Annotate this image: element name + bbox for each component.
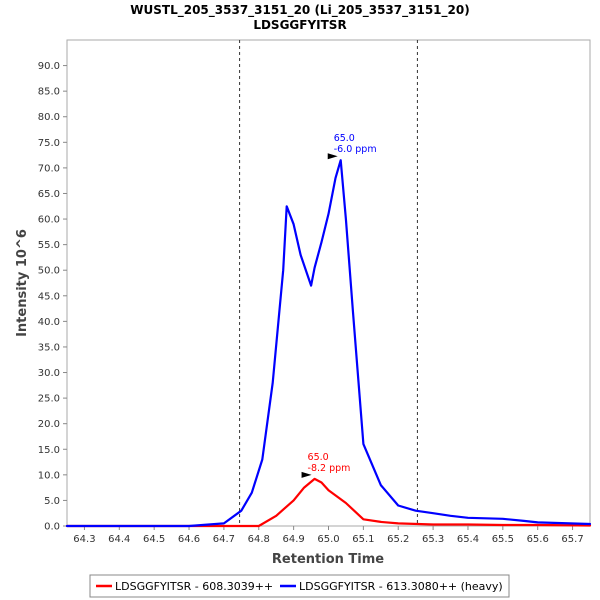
y-axis-title: Intensity 10^6 xyxy=(15,229,30,337)
x-axis: 64.3 64.4 64.5 64.6 64.7 64.8 64.9 65.0 65.1 65.2… xyxy=(73,526,584,545)
x-tick-label: 64.5 xyxy=(143,534,165,545)
integration-boundaries xyxy=(239,40,418,526)
y-tick-label: 30.0 xyxy=(38,368,60,379)
x-tick-label: 65.2 xyxy=(387,534,409,545)
x-tick-label: 65.6 xyxy=(527,534,549,545)
x-axis-title: Retention Time xyxy=(272,552,384,567)
legend-box xyxy=(89,574,510,598)
peak-label-ppm: -8.2 ppm xyxy=(308,463,351,474)
y-tick-label: 50.0 xyxy=(38,266,60,277)
y-tick-label: 35.0 xyxy=(38,342,60,353)
series-layer xyxy=(65,159,592,528)
peak-label-ppm: -6.0 ppm xyxy=(334,144,377,155)
peak-label-rt: 65.0 xyxy=(308,452,329,463)
peak-marker xyxy=(301,471,312,478)
plot-area xyxy=(66,39,591,527)
chart-title: WUSTL_205_3537_3151_20 (Li_205_3537_3151… xyxy=(130,3,469,18)
y-tick-label: 80.0 xyxy=(38,112,60,123)
y-tick-label: 85.0 xyxy=(38,87,60,98)
legend-label-light: LDSGGFYITSR - 608.3039++ xyxy=(115,580,273,593)
peak-marker xyxy=(327,153,338,160)
y-tick-label: 10.0 xyxy=(38,470,60,481)
x-tick-label: 64.4 xyxy=(108,534,130,545)
x-tick-label: 65.4 xyxy=(457,534,479,545)
legend: LDSGGFYITSR - 608.3039++ LDSGGFYITSR - 6… xyxy=(89,574,510,598)
x-tick-label: 65.1 xyxy=(352,534,374,545)
series-line-light xyxy=(65,477,592,528)
x-tick-label: 65.0 xyxy=(317,534,339,545)
y-tick-label: 55.0 xyxy=(38,240,60,251)
y-tick-label: 45.0 xyxy=(38,291,60,302)
y-tick-label: 40.0 xyxy=(38,317,60,328)
chart-subtitle: LDSGGFYITSR xyxy=(253,18,346,32)
x-tick-label: 64.9 xyxy=(283,534,305,545)
y-tick-label: 20.0 xyxy=(38,419,60,430)
x-tick-label: 64.7 xyxy=(213,534,235,545)
y-tick-label: 70.0 xyxy=(38,163,60,174)
y-tick-label: 65.0 xyxy=(38,189,60,200)
series-line-heavy xyxy=(65,159,592,528)
x-tick-label: 64.6 xyxy=(178,534,200,545)
y-tick-label: 25.0 xyxy=(38,394,60,405)
y-tick-label: 5.0 xyxy=(44,496,60,507)
y-tick-label: 15.0 xyxy=(38,445,60,456)
legend-label-heavy: LDSGGFYITSR - 613.3080++ (heavy) xyxy=(299,580,503,593)
x-tick-label: 65.5 xyxy=(492,534,514,545)
x-tick-label: 65.7 xyxy=(561,534,583,545)
x-tick-label: 64.3 xyxy=(73,534,95,545)
y-tick-label: 90.0 xyxy=(38,61,60,72)
x-tick-label: 65.3 xyxy=(422,534,444,545)
y-tick-label: 75.0 xyxy=(38,138,60,149)
y-tick-label: 0.0 xyxy=(44,522,60,533)
y-axis: 0.0 5.0 10.0 15.0 20.0 25.0 30.0 35.0 40.0 45.0 50… xyxy=(38,61,67,533)
peak-label-rt: 65.0 xyxy=(334,133,355,144)
x-tick-label: 64.8 xyxy=(248,534,270,545)
y-tick-label: 60.0 xyxy=(38,215,60,226)
